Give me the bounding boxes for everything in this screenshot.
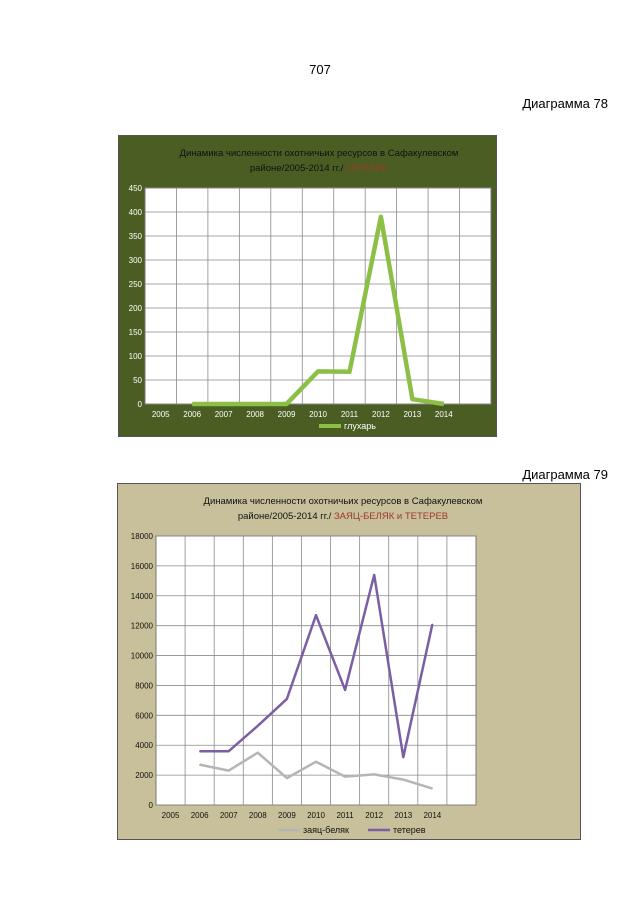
data-point <box>257 752 259 754</box>
x-tick-label: 2005 <box>162 811 180 820</box>
data-point <box>373 773 375 775</box>
data-point <box>348 371 351 373</box>
chart-title-line2: районе/2005-2014 гг./ ЗАЯЦ-БЕЛЯК и ТЕТЕР… <box>238 511 448 522</box>
chart-title-prefix: районе/2005-2014 гг./ <box>250 163 346 174</box>
y-tick-label: 50 <box>133 376 142 385</box>
data-point <box>199 750 201 752</box>
x-tick-label: 2008 <box>249 811 267 820</box>
data-point <box>317 370 319 372</box>
legend-label: глухарь <box>344 421 376 431</box>
y-tick-label: 16000 <box>131 562 154 571</box>
x-tick-label: 2006 <box>191 811 209 820</box>
data-point <box>402 756 404 758</box>
y-tick-label: 450 <box>129 184 143 193</box>
x-tick-label: 2010 <box>309 410 327 419</box>
y-tick-label: 300 <box>129 256 143 265</box>
page-number: 707 <box>309 62 331 77</box>
x-tick-label: 2014 <box>435 410 453 419</box>
data-point <box>223 403 225 405</box>
data-point <box>228 750 230 752</box>
x-tick-label: 2005 <box>152 410 170 419</box>
data-point <box>402 778 404 781</box>
data-point <box>344 776 346 778</box>
data-point <box>431 787 433 790</box>
plot-area <box>144 187 492 405</box>
data-point <box>344 689 346 691</box>
chart-panel-glukhar: 0 50 100 150 200 250 300 350 400 450 2005 2006 2007 2… <box>118 135 497 437</box>
y-tick-label: 100 <box>129 352 143 361</box>
x-tick-label: 2013 <box>394 811 412 820</box>
y-tick-label: 12000 <box>131 622 154 631</box>
x-tick-label: 2007 <box>215 410 233 419</box>
data-point <box>254 403 256 405</box>
data-point <box>411 398 413 400</box>
y-tick-label: 6000 <box>135 711 153 720</box>
x-tick-label: 2014 <box>423 811 441 820</box>
data-point <box>431 623 433 625</box>
y-tick-label: 400 <box>129 208 143 217</box>
y-tick-label: 14000 <box>131 592 154 601</box>
x-tick-label: 2012 <box>372 410 390 419</box>
data-point <box>228 770 230 772</box>
y-tick-label: 10000 <box>131 652 154 661</box>
x-tick-label: 2010 <box>307 811 325 820</box>
x-tick-label: 2013 <box>403 410 421 419</box>
x-tick-label: 2011 <box>336 811 354 820</box>
chart-title-accent: ЗАЯЦ-БЕЛЯК и ТЕТЕРЕВ <box>334 511 448 522</box>
y-tick-label: 250 <box>129 280 143 289</box>
chart-title-prefix: районе/2005-2014 гг./ <box>238 511 334 522</box>
data-point <box>315 614 317 616</box>
diagram-label-78: Диаграмма 78 <box>522 96 608 111</box>
data-point <box>257 725 259 727</box>
y-tick-label: 350 <box>129 232 143 241</box>
data-point <box>191 403 193 405</box>
data-point <box>285 403 288 405</box>
chart-title-line1: Динамика численности охотничьих ресурсов… <box>204 496 483 507</box>
y-tick-label: 150 <box>129 328 143 337</box>
data-point <box>286 777 288 779</box>
chart-glukhar: 0 50 100 150 200 250 300 350 400 450 2005 2006 2007 2… <box>129 148 492 431</box>
chart-title-line2: районе/2005-2014 гг./ ГЛУХАРЬ <box>250 163 388 174</box>
y-tick-label: 8000 <box>135 681 153 690</box>
x-tick-label: 2007 <box>220 811 238 820</box>
x-tick-label: 2011 <box>341 410 359 419</box>
x-tick-label: 2008 <box>246 410 264 419</box>
chart-title-line1: Динамика численности охотничьих ресурсов… <box>180 148 459 159</box>
legend-label: тетерев <box>393 825 426 835</box>
y-tick-label: 0 <box>149 801 154 810</box>
y-tick-label: 200 <box>129 304 143 313</box>
chart-zayats-teterev: 0 2000 4000 6000 8000 10000 12000 14000 16000 180… <box>131 496 483 835</box>
data-point <box>315 761 317 763</box>
x-tick-label: 2009 <box>278 811 296 820</box>
data-point <box>443 403 445 405</box>
data-point <box>380 216 382 218</box>
legend-label: заяц-беляк <box>303 825 349 835</box>
y-tick-label: 4000 <box>135 741 153 750</box>
y-tick-label: 2000 <box>135 771 153 780</box>
data-point <box>373 574 375 576</box>
diagram-label-79: Диаграмма 79 <box>522 467 608 482</box>
y-tick-label: 18000 <box>131 532 154 541</box>
x-tick-label: 2012 <box>365 811 383 820</box>
x-tick-label: 2009 <box>278 410 296 419</box>
chart-title-accent: ГЛУХАРЬ <box>346 163 388 174</box>
chart-panel-zayats-teterev: 0 2000 4000 6000 8000 10000 12000 14000 16000 180… <box>117 483 581 840</box>
data-point <box>199 764 201 766</box>
data-point <box>286 698 288 700</box>
y-tick-label: 0 <box>138 400 143 409</box>
x-tick-label: 2006 <box>183 410 201 419</box>
